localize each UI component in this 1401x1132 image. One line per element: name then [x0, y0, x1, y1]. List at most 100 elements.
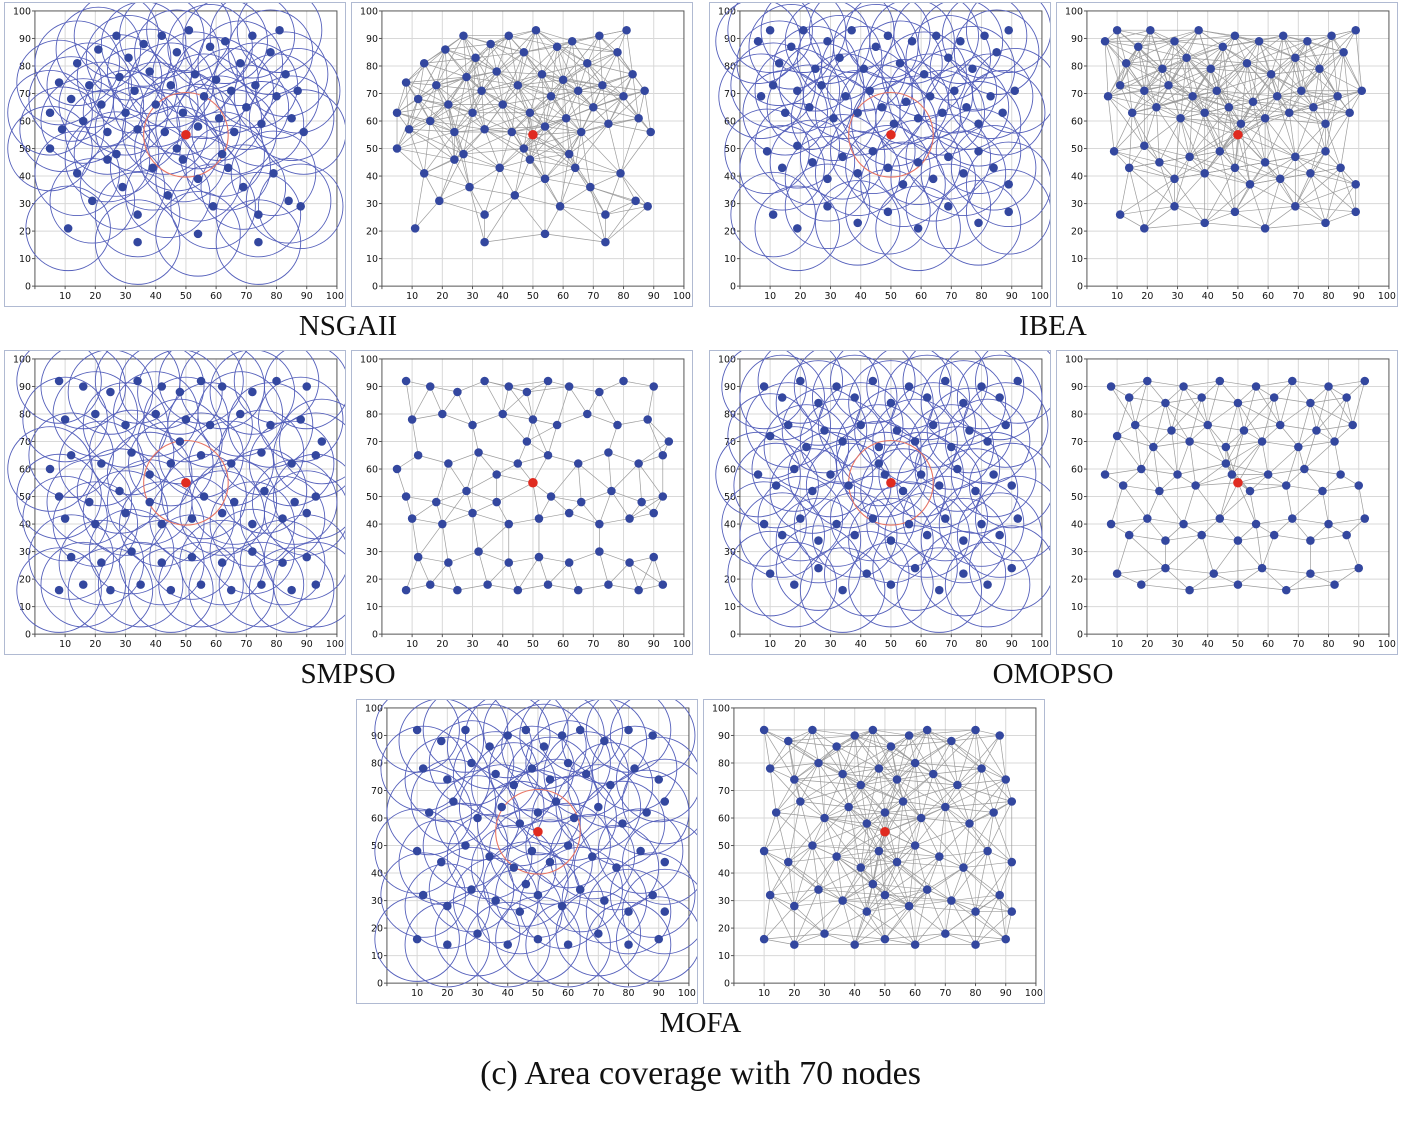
mofa-coverage-plot: 0 10 20 30 40 50 60 70 80 90 100 10 20 30 40 50 60 70 80 90…: [356, 698, 698, 1004]
svg-text:40: 40: [371, 868, 383, 879]
svg-text:30: 30: [824, 291, 836, 302]
svg-text:20: 20: [441, 988, 453, 999]
svg-text:20: 20: [18, 575, 30, 586]
svg-text:80: 80: [371, 758, 383, 769]
svg-text:100: 100: [672, 291, 690, 302]
svg-text:10: 10: [59, 639, 71, 650]
svg-text:10: 10: [371, 951, 383, 962]
svg-text:0: 0: [729, 282, 735, 293]
svg-text:30: 30: [466, 639, 478, 650]
svg-text:70: 70: [945, 639, 957, 650]
svg-text:30: 30: [723, 547, 735, 558]
svg-text:80: 80: [365, 61, 377, 72]
svg-text:60: 60: [557, 639, 569, 650]
svg-text:70: 70: [371, 786, 383, 797]
svg-text:60: 60: [18, 116, 30, 127]
algo-group-ibea: 0 10 20 30 40 50 60 70 80 90 100 10 20 30 40 50 60 70 80 90…: [708, 2, 1398, 350]
svg-text:100: 100: [12, 6, 30, 17]
algo-label-nsgaii: NSGAII: [298, 310, 398, 342]
svg-text:20: 20: [89, 291, 101, 302]
svg-text:80: 80: [1322, 291, 1334, 302]
svg-text:90: 90: [723, 34, 735, 45]
svg-text:70: 70: [1292, 639, 1304, 650]
svg-text:40: 40: [1201, 639, 1213, 650]
svg-text:40: 40: [723, 172, 735, 183]
svg-text:10: 10: [764, 291, 776, 302]
svg-text:0: 0: [24, 630, 30, 641]
svg-text:10: 10: [365, 254, 377, 265]
svg-text:10: 10: [1111, 639, 1123, 650]
svg-text:0: 0: [1076, 630, 1082, 641]
svg-text:10: 10: [718, 951, 730, 962]
svg-text:90: 90: [365, 34, 377, 45]
svg-text:20: 20: [1141, 639, 1153, 650]
svg-text:10: 10: [18, 254, 30, 265]
svg-text:70: 70: [587, 639, 599, 650]
svg-text:80: 80: [718, 758, 730, 769]
svg-text:50: 50: [1231, 291, 1243, 302]
svg-text:10: 10: [1070, 602, 1082, 613]
svg-text:50: 50: [365, 144, 377, 155]
svg-text:40: 40: [149, 291, 161, 302]
algo-group-nsgaii: 0 10 20 30 40 50 60 70 80 90 100 10 20 30 40 50 60 70 80 90…: [3, 2, 693, 350]
svg-text:70: 70: [365, 89, 377, 100]
panel-pair-mofa: 0 10 20 30 40 50 60 70 80 90 100 10 20 30 40 50 60 70 80 90…: [356, 698, 1045, 1004]
svg-text:100: 100: [717, 355, 735, 366]
svg-text:70: 70: [365, 437, 377, 448]
svg-text:0: 0: [1076, 282, 1082, 293]
svg-text:70: 70: [18, 89, 30, 100]
svg-text:80: 80: [975, 639, 987, 650]
svg-text:40: 40: [854, 291, 866, 302]
svg-text:60: 60: [723, 465, 735, 476]
svg-text:20: 20: [436, 291, 448, 302]
svg-text:10: 10: [1070, 254, 1082, 265]
svg-text:100: 100: [325, 639, 343, 650]
svg-text:20: 20: [436, 639, 448, 650]
svg-text:20: 20: [1070, 227, 1082, 238]
svg-text:70: 70: [1292, 291, 1304, 302]
svg-text:40: 40: [723, 520, 735, 531]
svg-text:40: 40: [18, 520, 30, 531]
svg-text:30: 30: [371, 896, 383, 907]
svg-text:90: 90: [1070, 382, 1082, 393]
svg-text:10: 10: [723, 254, 735, 265]
svg-text:40: 40: [18, 172, 30, 183]
smpso-coverage-plot: 0 10 20 30 40 50 60 70 80 90 100 10 20 30 40 50 60 70 80 90…: [3, 350, 346, 656]
svg-text:10: 10: [723, 602, 735, 613]
svg-text:20: 20: [723, 575, 735, 586]
svg-text:50: 50: [526, 291, 538, 302]
svg-text:80: 80: [723, 410, 735, 421]
svg-text:20: 20: [1070, 575, 1082, 586]
svg-text:80: 80: [1322, 639, 1334, 650]
svg-text:20: 20: [365, 227, 377, 238]
svg-text:20: 20: [89, 639, 101, 650]
svg-text:90: 90: [647, 639, 659, 650]
svg-text:30: 30: [1070, 199, 1082, 210]
svg-text:60: 60: [909, 988, 921, 999]
svg-text:10: 10: [406, 291, 418, 302]
svg-text:30: 30: [1171, 639, 1183, 650]
algo-label-smpso: SMPSO: [300, 658, 396, 691]
svg-text:70: 70: [718, 786, 730, 797]
svg-text:0: 0: [724, 978, 730, 989]
svg-text:70: 70: [240, 291, 252, 302]
svg-text:90: 90: [1352, 291, 1364, 302]
svg-text:80: 80: [970, 988, 982, 999]
svg-text:90: 90: [1352, 639, 1364, 650]
svg-text:50: 50: [879, 988, 891, 999]
svg-text:80: 80: [617, 291, 629, 302]
svg-text:80: 80: [270, 291, 282, 302]
svg-text:90: 90: [1000, 988, 1012, 999]
svg-text:50: 50: [526, 639, 538, 650]
svg-text:70: 70: [1070, 89, 1082, 100]
panel-pair-omopso: 0 10 20 30 40 50 60 70 80 90 100 10 20 30 40 50 60 70 80 90…: [708, 350, 1398, 656]
svg-text:30: 30: [1171, 291, 1183, 302]
svg-text:10: 10: [365, 602, 377, 613]
svg-text:30: 30: [472, 988, 484, 999]
svg-text:60: 60: [365, 465, 377, 476]
svg-text:40: 40: [149, 639, 161, 650]
svg-text:60: 60: [562, 988, 574, 999]
svg-text:60: 60: [210, 291, 222, 302]
svg-text:30: 30: [365, 547, 377, 558]
